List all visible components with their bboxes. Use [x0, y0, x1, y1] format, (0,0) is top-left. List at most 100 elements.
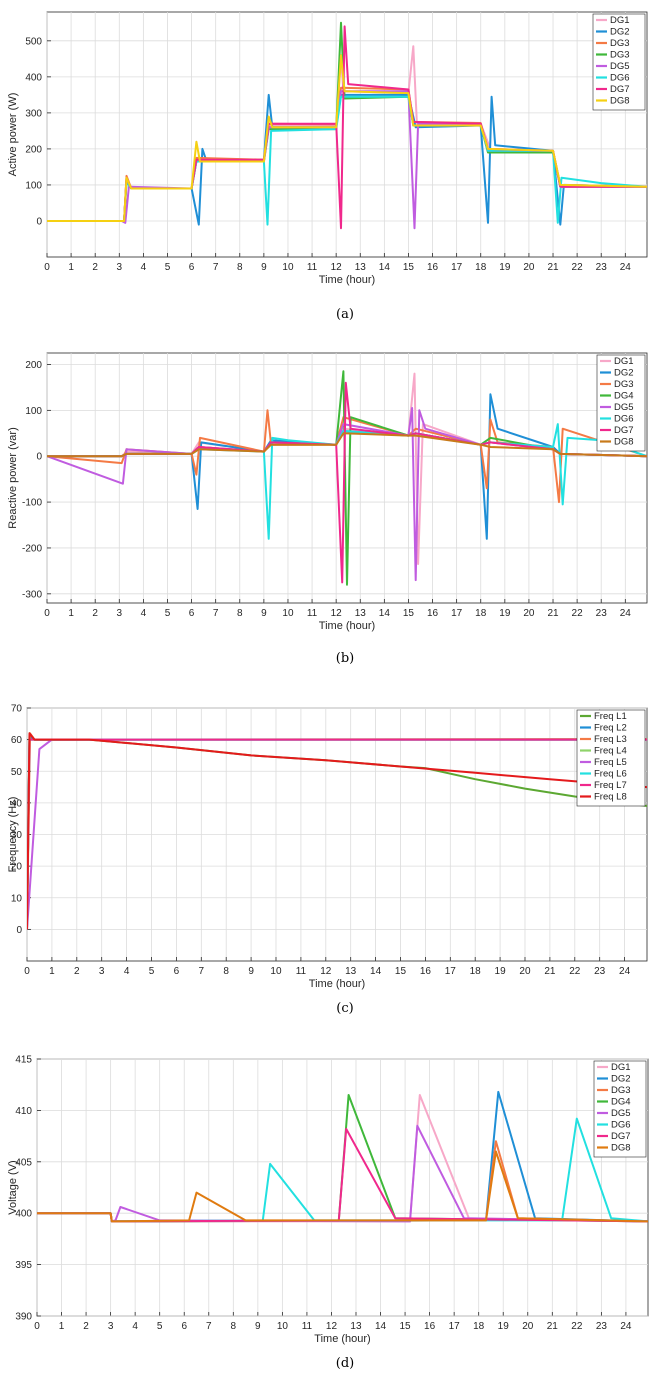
chart-panel: 0 1 2 3 4 5 6 7 8 9 10 11 12 13 14 15 16 17 18 19 20 21 22 23 24… [7, 352, 648, 666]
x-tick-label: 13 [350, 1321, 362, 1332]
x-tick-label: 17 [445, 966, 457, 977]
legend-entry: DG1 [611, 1062, 631, 1073]
x-tick-label: 15 [403, 262, 415, 273]
legend-entry: DG3 [610, 50, 630, 61]
x-tick-label: 21 [547, 1321, 559, 1332]
y-tick-label: 410 [15, 1106, 32, 1117]
legend-entry: Freq L2 [594, 723, 627, 734]
x-tick-label: 23 [594, 966, 606, 977]
y-tick-label: 405 [15, 1157, 32, 1168]
x-tick-label: 22 [572, 608, 584, 619]
x-tick-label: 12 [331, 262, 343, 273]
x-tick-label: 19 [498, 1321, 510, 1332]
x-tick-label: 4 [124, 966, 130, 977]
legend-entry: DG1 [614, 356, 634, 367]
legend-entry: DG3 [610, 38, 630, 49]
y-tick-label: 395 [15, 1260, 32, 1271]
x-tick-label: 10 [270, 966, 282, 977]
x-tick-label: 14 [375, 1321, 387, 1332]
legend-entry: Freq L1 [594, 711, 627, 722]
chart-panel: 0 1 2 3 4 5 6 7 8 9 10 11 12 13 14 15 16 17 18 19 20 21 22 23 24… [7, 11, 648, 322]
y-tick-label: -200 [22, 543, 42, 554]
x-tick-label: 8 [237, 608, 243, 619]
legend-box [576, 709, 646, 807]
x-axis-label: Time (hour) [309, 978, 365, 990]
x-tick-label: 0 [24, 966, 30, 977]
legend-entry: DG6 [614, 414, 634, 425]
x-tick-label: 17 [451, 262, 463, 273]
legend-entry: Freq L6 [594, 769, 627, 780]
legend-entry: DG2 [610, 27, 630, 38]
legend-entry: DG6 [611, 1120, 631, 1131]
x-tick-label: 19 [499, 608, 511, 619]
x-tick-label: 16 [420, 966, 432, 977]
series-line-dg8 [47, 54, 647, 222]
y-axis-label: Voltage (V) [7, 1160, 19, 1214]
y-axis-label: Reactive power (var) [7, 427, 19, 528]
x-tick-label: 6 [174, 966, 180, 977]
x-tick-label: 16 [427, 262, 439, 273]
panel-label: (b) [336, 651, 354, 666]
x-tick-label: 18 [473, 1321, 485, 1332]
x-tick-label: 0 [44, 608, 50, 619]
y-tick-label: 10 [11, 893, 23, 904]
x-tick-label: 22 [569, 966, 581, 977]
x-tick-label: 23 [596, 1321, 608, 1332]
y-tick-label: 50 [11, 767, 23, 778]
legend-entry: DG7 [611, 1131, 631, 1142]
x-tick-label: 4 [132, 1321, 138, 1332]
x-tick-label: 7 [199, 966, 205, 977]
x-tick-label: 23 [596, 608, 608, 619]
x-tick-label: 3 [99, 966, 105, 977]
legend-entry: Freq L7 [594, 780, 627, 791]
plot-area [36, 1058, 649, 1317]
y-tick-label: 20 [11, 862, 23, 873]
x-tick-label: 19 [499, 262, 511, 273]
x-tick-label: 12 [326, 1321, 338, 1332]
x-tick-label: 11 [307, 262, 318, 273]
x-tick-label: 3 [117, 608, 123, 619]
x-tick-label: 5 [157, 1321, 163, 1332]
y-tick-label: 400 [15, 1209, 32, 1220]
x-tick-label: 1 [49, 966, 55, 977]
x-tick-label: 2 [83, 1321, 89, 1332]
y-tick-label: 0 [36, 216, 42, 227]
y-tick-label: 0 [36, 452, 42, 463]
x-tick-label: 1 [59, 1321, 65, 1332]
legend-entry: DG8 [611, 1143, 631, 1154]
x-tick-label: 8 [223, 966, 229, 977]
legend-entry: Freq L3 [594, 734, 627, 745]
x-tick-label: 7 [213, 262, 219, 273]
y-tick-label: 200 [25, 144, 42, 155]
x-tick-label: 10 [277, 1321, 289, 1332]
x-tick-label: 1 [68, 608, 74, 619]
x-tick-label: 0 [34, 1321, 40, 1332]
x-tick-label: 7 [213, 608, 219, 619]
x-axis-label: Time (hour) [314, 1333, 370, 1345]
x-tick-label: 11 [296, 966, 307, 977]
panel-label: (c) [336, 1001, 353, 1016]
x-tick-label: 24 [620, 1321, 632, 1332]
legend-entry: DG1 [610, 15, 630, 26]
legend-entry: DG2 [611, 1074, 631, 1085]
series-line-dg8 [37, 1150, 648, 1223]
x-tick-label: 4 [141, 608, 147, 619]
legend-entry: DG3 [611, 1085, 631, 1096]
y-tick-label: 60 [11, 735, 23, 746]
y-tick-label: 415 [15, 1055, 32, 1066]
legend-box [596, 354, 646, 452]
y-axis-label: Active power (W) [7, 93, 19, 177]
y-tick-label: 200 [25, 360, 42, 371]
x-tick-label: 22 [572, 262, 584, 273]
x-tick-label: 5 [165, 262, 171, 273]
y-tick-label: 100 [25, 180, 42, 191]
chart-panel: 0 1 2 3 4 5 6 7 8 9 10 11 12 13 14 15 16 17 18 19 20 21 22 23 24… [7, 704, 648, 1016]
x-tick-label: 4 [141, 262, 147, 273]
x-tick-label: 23 [596, 262, 608, 273]
x-tick-label: 6 [189, 262, 195, 273]
legend-box [592, 13, 646, 111]
